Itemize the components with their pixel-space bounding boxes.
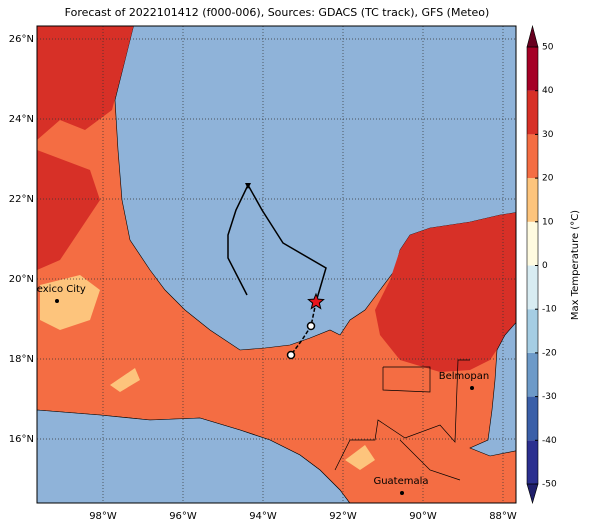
colorbar-tick-label: -20 — [542, 348, 557, 358]
colorbar-tick-label: 50 — [542, 43, 554, 53]
colorbar-tick-label: 30 — [542, 130, 554, 140]
colorbar-tick-label: 10 — [542, 217, 554, 227]
city-label: Mexico City — [28, 284, 86, 295]
colorbar-level — [527, 47, 538, 91]
hot-region — [37, 26, 134, 140]
lon-tick-label: 96°W — [169, 511, 197, 522]
forecast-point — [286, 350, 296, 360]
warm-region — [40, 275, 100, 330]
lon-tick-label: 88°W — [489, 511, 517, 522]
colorbar-level — [527, 352, 538, 397]
lat-tick-label: 22°N — [9, 194, 34, 205]
city-marker — [470, 386, 474, 390]
hot-region — [375, 212, 516, 372]
colorbar-level — [527, 396, 538, 441]
colorbar-tick-label: 40 — [542, 86, 554, 96]
colorbar-tick-label: -50 — [542, 480, 557, 490]
city-label: Belmopan — [439, 371, 489, 382]
lat-tick-label: 20°N — [9, 274, 34, 285]
lat-tick-label: 16°N — [9, 434, 34, 445]
forecast-point — [306, 321, 316, 331]
colorbar-tick-label: -30 — [542, 392, 557, 402]
city-marker — [55, 299, 59, 303]
colorbar-tick-label: 20 — [542, 174, 554, 184]
forecast-track — [290, 301, 317, 356]
hot-region — [37, 150, 100, 270]
colorbar-label: Max Temperature (°C) — [570, 210, 581, 320]
colorbar-level — [527, 265, 538, 310]
colorbar-level — [527, 90, 538, 135]
storm-position — [307, 292, 325, 310]
colorbar-level — [527, 178, 538, 222]
city-label: Guatemala — [373, 476, 428, 487]
caribbean-sea — [469, 322, 516, 457]
overlays: Mexico City Belmopan Guatemala — [28, 26, 516, 503]
colorbar: -50 -40 -30 -20 -10 0 10 20 30 40 50 — [526, 24, 557, 505]
axes: 98°W 96°W 94°W 92°W 90°W 88°W 16°N 18°N 20°N 22°N… — [9, 34, 517, 522]
lat-tick-label: 18°N — [9, 354, 34, 365]
pacific-ocean — [37, 409, 351, 503]
title: Forecast of 2022101412 (f000-006), Sourc… — [65, 6, 490, 19]
colorbar-tick-label: -10 — [542, 305, 557, 315]
lon-tick-label: 90°W — [409, 511, 437, 522]
lat-tick-label: 24°N — [9, 114, 34, 125]
colorbar-level — [527, 440, 538, 484]
lon-tick-label: 98°W — [89, 511, 117, 522]
colorbar-tick-label: -40 — [542, 436, 557, 446]
colorbar-tick-label: 0 — [542, 261, 548, 271]
colorbar-level — [527, 309, 538, 353]
colorbar-level — [527, 134, 538, 179]
map-frame — [36, 25, 517, 504]
city-marker — [400, 491, 404, 495]
lon-tick-label: 92°W — [329, 511, 357, 522]
warm-region — [110, 368, 140, 392]
map-area: Mexico City Belmopan Guatemala — [28, 26, 516, 503]
lat-tick-label: 26°N — [9, 34, 34, 45]
lon-tick-label: 94°W — [249, 511, 277, 522]
borders — [334, 359, 470, 481]
colorbar-level — [527, 221, 538, 266]
colorbar-extend-over — [526, 24, 539, 48]
colorbar-extend-under — [526, 483, 539, 505]
warm-region — [345, 445, 375, 470]
track-marker — [245, 183, 251, 189]
